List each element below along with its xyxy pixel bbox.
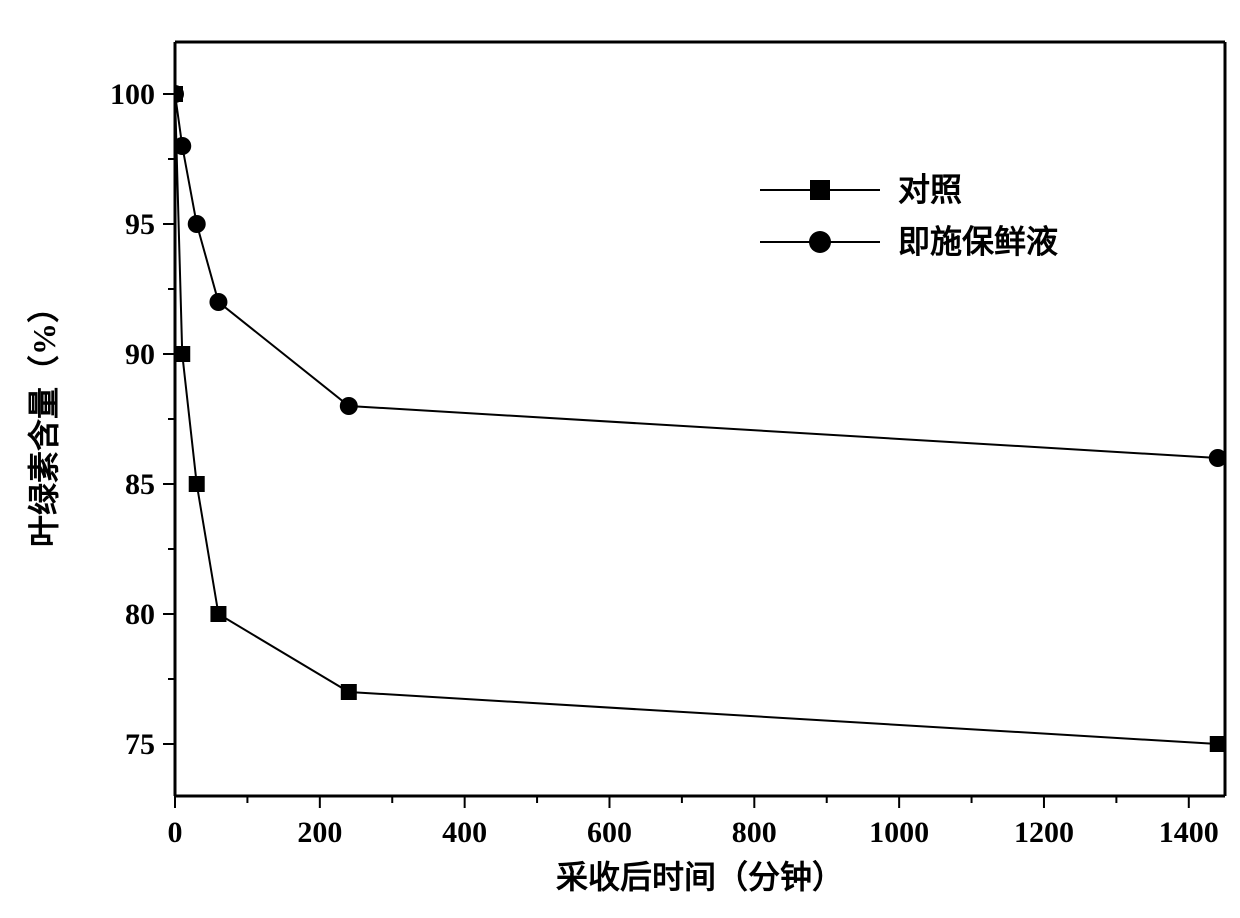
legend-marker-1 [809,231,831,253]
series-0-marker [174,346,190,362]
x-axis-label: 采收后时间（分钟） [556,859,844,895]
y-tick-label: 85 [125,468,155,501]
series-0-marker [1210,736,1226,752]
legend-label-1: 即施保鲜液 [898,224,1058,260]
x-tick-label: 1000 [869,816,929,849]
series-1-marker [340,397,358,415]
series-0-marker [341,684,357,700]
series-1-marker [209,293,227,311]
chart-background [0,0,1240,918]
series-0-marker [210,606,226,622]
x-tick-label: 1200 [1014,816,1074,849]
y-tick-label: 75 [125,728,155,761]
x-tick-label: 600 [587,816,632,849]
x-tick-label: 1400 [1159,816,1219,849]
y-tick-label: 100 [110,78,155,111]
series-1-marker [173,137,191,155]
x-tick-label: 400 [442,816,487,849]
x-tick-label: 800 [732,816,777,849]
x-tick-label: 0 [168,816,183,849]
line-chart: 0 200 400 600 800 1000 1200 1400 75 80 85 90 95 100 采收… [0,0,1240,918]
y-tick-label: 90 [125,338,155,371]
y-axis-label: 叶绿素含量（%） [26,291,62,547]
y-tick-label: 95 [125,208,155,241]
y-tick-label: 80 [125,598,155,631]
legend-label-0: 对照 [898,172,962,208]
x-tick-label: 200 [297,816,342,849]
series-1-marker [188,215,206,233]
legend-marker-0 [810,180,830,200]
series-1-marker [1209,449,1227,467]
series-0-marker [189,476,205,492]
